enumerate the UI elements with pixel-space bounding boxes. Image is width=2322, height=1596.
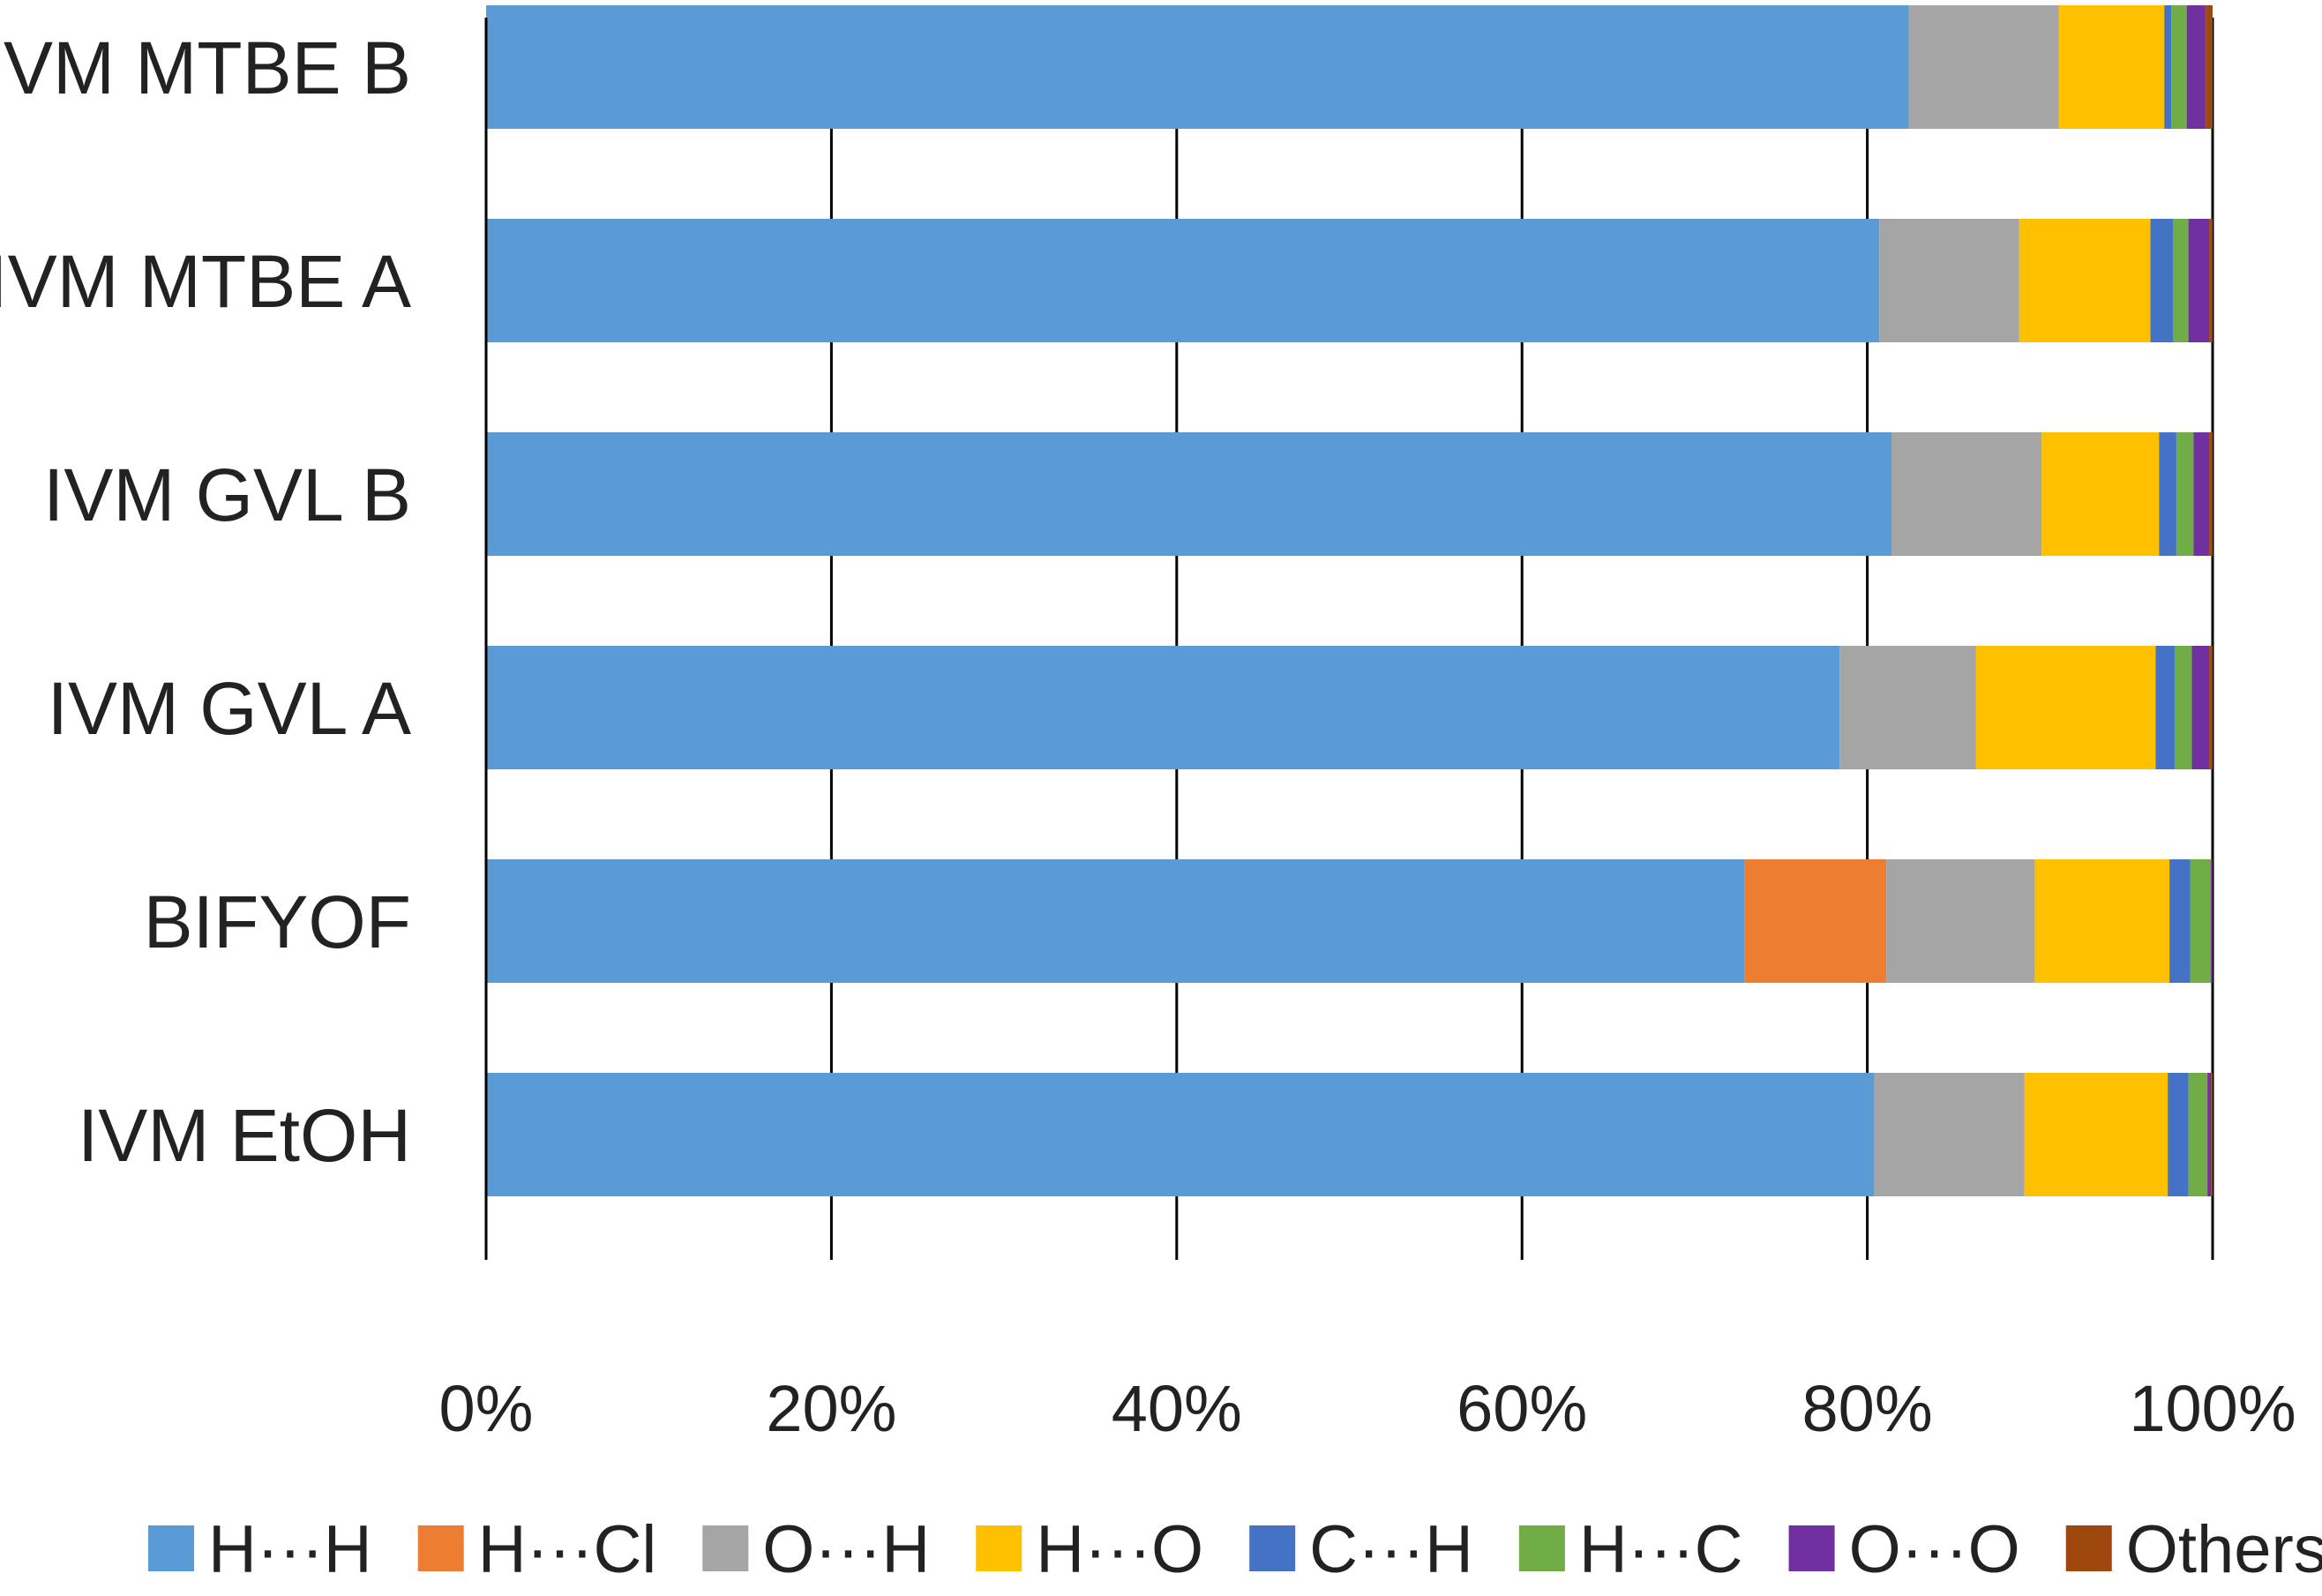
x-tick-label: 0% bbox=[439, 1372, 534, 1445]
legend-swatch bbox=[2065, 1525, 2112, 1571]
bar-segment bbox=[2024, 1073, 2168, 1196]
legend-swatch bbox=[1788, 1525, 1835, 1571]
legend-swatch bbox=[1249, 1525, 1296, 1571]
legend-swatch bbox=[1518, 1525, 1565, 1571]
legend-swatch bbox=[417, 1525, 464, 1571]
bar-segment bbox=[2186, 5, 2206, 129]
legend-label: O···H bbox=[762, 1512, 930, 1587]
x-tick-label: 20% bbox=[766, 1372, 896, 1445]
bar-segment bbox=[2191, 646, 2210, 769]
legend-swatch bbox=[148, 1525, 194, 1571]
bar-segment bbox=[486, 859, 1745, 983]
x-tick-label: 40% bbox=[1112, 1372, 1242, 1445]
x-tick-label: 80% bbox=[1802, 1372, 1933, 1445]
bar-segment bbox=[486, 219, 1880, 342]
bar-segment bbox=[486, 646, 1840, 769]
bar-segment bbox=[1874, 1073, 2025, 1196]
category-label: IVM GVL A bbox=[48, 667, 411, 750]
bar-segment bbox=[2155, 646, 2175, 769]
category-label: IVM MTBE A bbox=[0, 240, 411, 323]
bar-segment bbox=[2190, 859, 2212, 983]
bar-segment bbox=[2034, 859, 2170, 983]
bar-segment bbox=[2150, 219, 2173, 342]
bar-segment bbox=[2172, 219, 2189, 342]
legend: H···H H···Cl O···H H···O C···H H···C O···O Othe… bbox=[148, 1512, 2322, 1587]
bar-segment bbox=[2164, 5, 2172, 129]
bar-segment bbox=[1891, 432, 2042, 556]
category-label: BIFYOF bbox=[144, 880, 411, 963]
bar-segment bbox=[2058, 5, 2165, 129]
bar-segment bbox=[2169, 859, 2191, 983]
bar-segment bbox=[2209, 646, 2213, 769]
bar-segment bbox=[1886, 859, 2035, 983]
bar-segment bbox=[2188, 1073, 2208, 1196]
bar-segment bbox=[2211, 859, 2213, 983]
legend-swatch bbox=[976, 1525, 1022, 1571]
legend-label: H···C bbox=[1579, 1512, 1743, 1587]
bar-segment bbox=[2188, 219, 2210, 342]
bar-segment bbox=[486, 1073, 1875, 1196]
bar-segment bbox=[2168, 1073, 2189, 1196]
category-label: IVM GVL B bbox=[43, 453, 411, 536]
bar-segment bbox=[1908, 5, 2059, 129]
bar-segment bbox=[1975, 646, 2156, 769]
bar-segment bbox=[2206, 5, 2213, 129]
bar-segment bbox=[2193, 432, 2210, 556]
bar-segment bbox=[1744, 859, 1887, 983]
bar-segment bbox=[2207, 1073, 2212, 1196]
bar-segment bbox=[486, 5, 1909, 129]
bar-segment bbox=[486, 432, 1891, 556]
bar-segment bbox=[2209, 432, 2213, 556]
legend-swatch bbox=[702, 1525, 749, 1571]
bar-segment bbox=[2019, 219, 2151, 342]
legend-label: Others bbox=[2126, 1512, 2322, 1587]
bar-segment bbox=[2209, 219, 2213, 342]
bar-segment bbox=[2159, 432, 2176, 556]
legend-label: C···H bbox=[1309, 1512, 1473, 1587]
legend-label: H···Cl bbox=[478, 1512, 657, 1587]
bars bbox=[486, 5, 2213, 1196]
legend-label: O···O bbox=[1849, 1512, 2020, 1587]
legend-label: H···H bbox=[208, 1512, 372, 1587]
bar-segment bbox=[1879, 219, 2019, 342]
x-tick-label: 60% bbox=[1457, 1372, 1587, 1445]
legend-label: H···O bbox=[1036, 1512, 1203, 1587]
bar-segment bbox=[2211, 1073, 2213, 1196]
bar-segment bbox=[2041, 432, 2160, 556]
bar-segment bbox=[2171, 5, 2187, 129]
category-label: IVM EtOH bbox=[78, 1094, 411, 1177]
x-tick-label: 100% bbox=[2129, 1372, 2296, 1445]
bar-segment bbox=[2174, 646, 2192, 769]
bar-segment bbox=[1839, 646, 1976, 769]
bar-segment bbox=[2176, 432, 2194, 556]
category-label: IVM MTBE B bbox=[0, 26, 411, 109]
labels: 0% 20% 40% 60% 80% 100% IVM MTBE B IVM MTBE A IV… bbox=[0, 26, 2296, 1445]
